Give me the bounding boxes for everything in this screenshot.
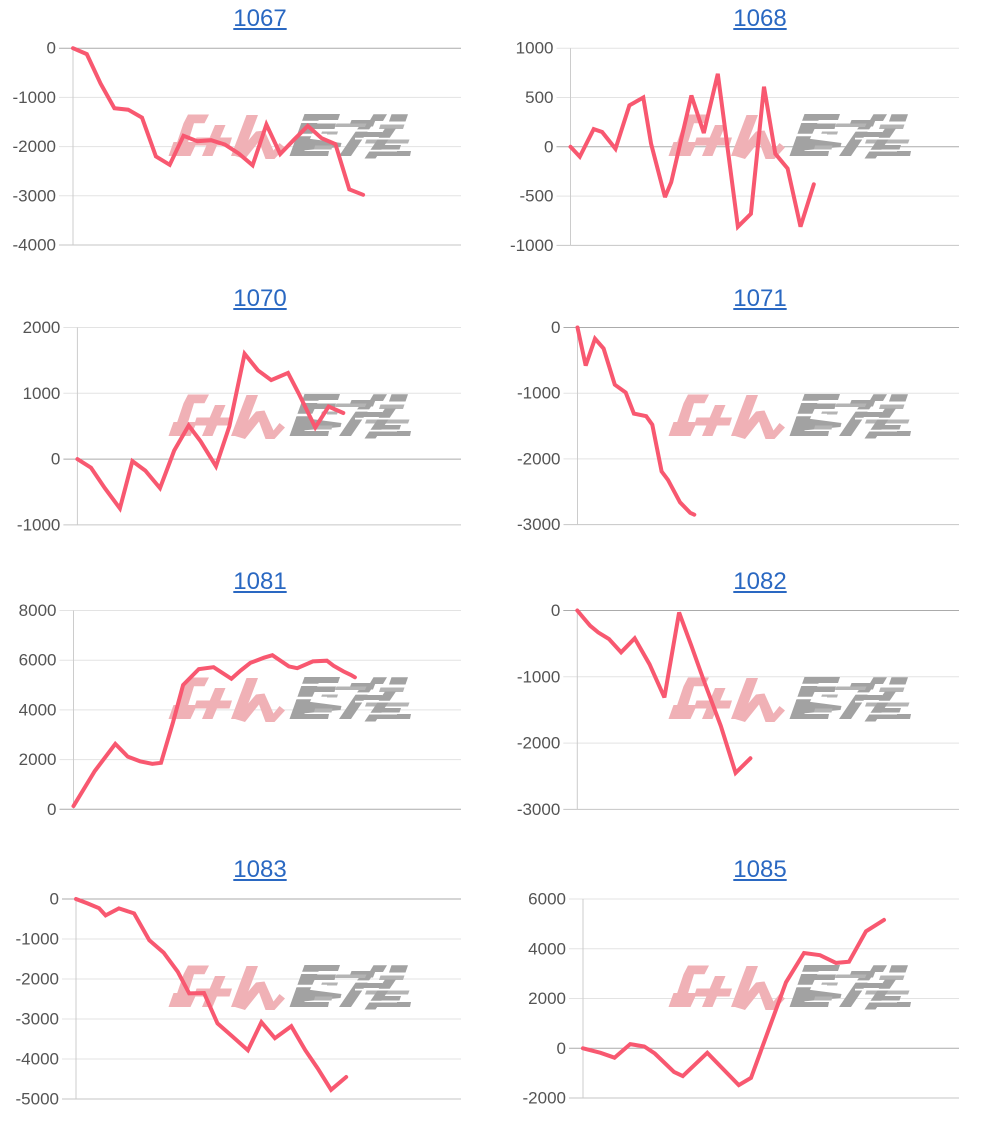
y-tick-label-1081-6000: 6000 (19, 651, 57, 670)
data-line-1085 (581, 917, 886, 1088)
chart-canvas-1067: 0 -1000 -2000 -3000 -4000 (13, 39, 461, 255)
y-tick-label-1082--1000: -1000 (517, 667, 560, 686)
y-tick-label-1082-0: 0 (551, 601, 560, 620)
data-line-1070 (75, 349, 346, 513)
chart-link-4[interactable]: 1081 (233, 568, 287, 595)
y-tick-label-1068--500: -500 (519, 187, 553, 206)
chart-title-6: 1083 (10, 857, 510, 883)
y-tick-label-1083--1000: -1000 (16, 930, 59, 949)
y-tick-label-1071--1000: -1000 (517, 384, 560, 403)
y-tick-label-1081-8000: 8000 (19, 601, 57, 620)
chart-link-5[interactable]: 1082 (733, 568, 787, 595)
site-watermark (168, 677, 411, 722)
y-tick-label-1082--2000: -2000 (517, 734, 560, 753)
y-tick-label-1085-0: 0 (557, 1039, 566, 1058)
y-tick-label-1070-2000: 2000 (23, 318, 61, 337)
chart-block-4: 1081 8000 6000 4000 2000 0 (0, 563, 500, 843)
y-tick-label-1081-4000: 4000 (19, 700, 57, 719)
site-watermark (168, 394, 411, 439)
chart-block-5: 1082 0 -1000 -2000 -3000 (500, 563, 1000, 843)
chart-canvas-1068: 1000 500 0 -500 -1000 (510, 39, 959, 255)
chart-block-3: 1071 0 -1000 -2000 -3000 (500, 280, 1000, 560)
chart-canvas-1083: 0 -1000 -2000 -3000 -4000 -5000 (16, 890, 461, 1109)
chart-title-0: 1067 (10, 6, 510, 32)
y-tick-label-1070-0: 0 (51, 450, 60, 469)
site-watermark (668, 677, 911, 722)
chart-link-3[interactable]: 1071 (733, 285, 787, 312)
y-tick-label-1083--2000: -2000 (16, 970, 59, 989)
data-line-1082 (575, 608, 753, 777)
chart-link-2[interactable]: 1070 (233, 285, 287, 312)
chart-block-1: 1068 1000 500 0 -500 -1000 (500, 0, 1000, 280)
y-tick-label-1070--1000: -1000 (17, 515, 60, 534)
y-tick-label-1083--4000: -4000 (16, 1050, 59, 1069)
y-tick-label-1067-0: 0 (47, 39, 56, 58)
y-tick-label-1068-0: 0 (544, 137, 553, 156)
y-tick-label-1081-2000: 2000 (19, 750, 57, 769)
y-tick-label-1070-1000: 1000 (23, 384, 61, 403)
y-tick-label-1082--3000: -3000 (517, 800, 560, 819)
y-tick-label-1085-4000: 4000 (528, 939, 566, 958)
y-tick-label-1068--1000: -1000 (510, 236, 553, 255)
y-tick-label-1083--3000: -3000 (16, 1010, 59, 1029)
y-tick-label-1067--1000: -1000 (13, 88, 56, 107)
y-tick-label-1085-2000: 2000 (528, 989, 566, 1008)
y-tick-label-1071--3000: -3000 (517, 515, 560, 534)
site-watermark (668, 394, 911, 439)
chart-title-3: 1071 (510, 286, 1000, 312)
y-tick-label-1068-500: 500 (525, 88, 553, 107)
site-watermark (668, 965, 911, 1010)
data-line-1081 (71, 653, 357, 809)
y-tick-label-1083-0: 0 (50, 890, 59, 909)
y-tick-label-1083--5000: -5000 (16, 1090, 59, 1109)
data-line-1071 (575, 325, 697, 517)
chart-title-1: 1068 (510, 6, 1000, 32)
chart-link-6[interactable]: 1083 (233, 856, 287, 883)
y-tick-label-1085--2000: -2000 (523, 1089, 566, 1108)
data-line-1083 (74, 897, 349, 1093)
chart-canvas-1082: 0 -1000 -2000 -3000 (517, 601, 959, 819)
y-tick-label-1081-0: 0 (47, 800, 56, 819)
y-tick-label-1085-6000: 6000 (528, 890, 566, 909)
y-tick-label-1071--2000: -2000 (517, 449, 560, 468)
y-tick-label-1067--2000: -2000 (13, 137, 56, 156)
data-line-1068 (568, 73, 816, 231)
data-line-1067 (71, 46, 366, 197)
chart-canvas-1085: 6000 4000 2000 0 -2000 (523, 890, 959, 1108)
chart-title-7: 1085 (510, 857, 1000, 883)
chart-link-1[interactable]: 1068 (733, 5, 787, 32)
chart-title-4: 1081 (10, 569, 510, 595)
y-tick-label-1068-1000: 1000 (516, 39, 554, 58)
chart-canvas-1071: 0 -1000 -2000 -3000 (517, 318, 959, 534)
y-tick-label-1067--3000: -3000 (13, 186, 56, 205)
chart-link-7[interactable]: 1085 (733, 856, 787, 883)
site-watermark (168, 114, 411, 159)
chart-block-2: 1070 2000 1000 0 -1000 (0, 280, 500, 560)
y-tick-label-1067--4000: -4000 (13, 236, 56, 255)
y-tick-label-1071-0: 0 (551, 318, 560, 337)
chart-link-0[interactable]: 1067 (233, 5, 287, 32)
chart-block-0: 1067 0 -1000 -2000 -3000 -4000 (0, 0, 500, 280)
chart-block-6: 1083 0 -1000 -2000 -3000 -4000 -5000 (0, 851, 500, 1122)
site-watermark (168, 965, 411, 1010)
chart-canvas-1081: 8000 6000 4000 2000 0 (19, 601, 461, 819)
chart-block-7: 1085 6000 4000 2000 0 -2000 (500, 851, 1000, 1122)
chart-canvas-1070: 2000 1000 0 -1000 (17, 318, 461, 534)
chart-title-2: 1070 (10, 286, 510, 312)
chart-title-5: 1082 (510, 569, 1000, 595)
